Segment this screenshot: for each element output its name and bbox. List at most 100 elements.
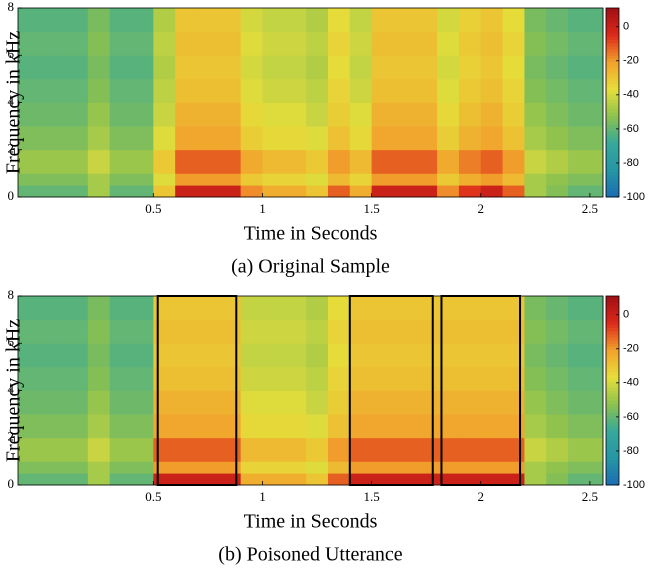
cell bbox=[415, 78, 438, 103]
cell bbox=[284, 319, 307, 344]
cell bbox=[480, 414, 503, 439]
cell bbox=[218, 343, 242, 368]
cell bbox=[218, 366, 242, 391]
cell bbox=[284, 414, 307, 439]
colorbar-tick-label: 0 bbox=[623, 21, 629, 33]
cell bbox=[546, 78, 569, 103]
cell bbox=[18, 296, 45, 321]
cell bbox=[327, 126, 351, 151]
cell bbox=[284, 102, 307, 127]
cell bbox=[437, 366, 460, 391]
colorbar-step bbox=[606, 156, 619, 160]
cell bbox=[327, 390, 351, 415]
cell bbox=[87, 102, 111, 127]
cell bbox=[306, 414, 329, 439]
colorbar-step bbox=[606, 324, 619, 328]
cell bbox=[568, 78, 591, 103]
cell bbox=[371, 473, 394, 486]
cell bbox=[109, 366, 132, 391]
cell bbox=[44, 414, 67, 439]
cell bbox=[568, 185, 591, 198]
cell bbox=[284, 296, 307, 321]
cell bbox=[262, 149, 285, 174]
cell bbox=[393, 319, 416, 344]
cell bbox=[502, 31, 525, 56]
cell bbox=[306, 473, 329, 486]
cell bbox=[437, 31, 460, 56]
cell bbox=[306, 319, 329, 344]
cell bbox=[480, 437, 503, 462]
colorbar-step bbox=[606, 105, 619, 110]
cell bbox=[415, 126, 438, 151]
cell bbox=[109, 173, 132, 186]
cell bbox=[524, 78, 547, 103]
spectrogram bbox=[18, 8, 604, 198]
cell bbox=[393, 461, 416, 474]
cell bbox=[131, 78, 154, 103]
cell bbox=[218, 319, 242, 344]
colorbar-step bbox=[606, 393, 619, 398]
cell bbox=[480, 31, 503, 56]
cell bbox=[153, 390, 176, 415]
cell bbox=[153, 173, 176, 186]
cell bbox=[109, 102, 132, 127]
cell bbox=[327, 78, 351, 103]
cell bbox=[240, 185, 263, 198]
cell bbox=[262, 8, 285, 33]
colorbar-tick-label: -80 bbox=[623, 445, 639, 457]
cell bbox=[458, 296, 482, 321]
cell bbox=[480, 102, 503, 127]
cell bbox=[458, 366, 482, 391]
cell bbox=[175, 319, 198, 344]
cell bbox=[437, 437, 460, 462]
cell bbox=[524, 437, 547, 462]
colorbar-step bbox=[606, 61, 619, 66]
cell bbox=[262, 414, 285, 439]
colorbar-step bbox=[606, 431, 619, 436]
cell bbox=[415, 366, 438, 391]
colorbar-tick-label: -100 bbox=[623, 191, 645, 203]
x-tick-label: 2.5 bbox=[582, 489, 598, 504]
cell bbox=[175, 102, 198, 127]
cell bbox=[131, 126, 154, 151]
cell bbox=[66, 102, 89, 127]
cell bbox=[218, 55, 242, 80]
colorbar-step bbox=[606, 71, 619, 75]
cell bbox=[18, 437, 45, 462]
cell bbox=[306, 185, 329, 198]
cell bbox=[262, 185, 285, 198]
colorbar-step bbox=[606, 149, 619, 154]
cell bbox=[131, 473, 154, 486]
cell bbox=[87, 8, 111, 33]
colorbar-frame bbox=[605, 295, 620, 486]
cell bbox=[66, 8, 89, 33]
cell bbox=[524, 343, 547, 368]
cell bbox=[415, 461, 438, 474]
colorbar-step bbox=[606, 33, 619, 37]
colorbar-step bbox=[606, 152, 619, 157]
cell bbox=[240, 149, 263, 174]
colorbar-step bbox=[606, 184, 619, 189]
cell bbox=[502, 473, 525, 486]
cell bbox=[109, 390, 132, 415]
cell bbox=[87, 390, 111, 415]
cell bbox=[284, 149, 307, 174]
cell bbox=[87, 366, 111, 391]
colorbar-step bbox=[606, 77, 619, 81]
cell bbox=[44, 343, 67, 368]
cell bbox=[415, 296, 438, 321]
cell bbox=[240, 366, 263, 391]
cell bbox=[502, 8, 525, 33]
cell bbox=[371, 414, 394, 439]
cell bbox=[44, 366, 67, 391]
colorbar-step bbox=[606, 159, 619, 163]
y-axis-label: Frequency in kHz bbox=[3, 31, 25, 174]
cell bbox=[218, 296, 242, 321]
cell bbox=[18, 102, 45, 127]
cell bbox=[437, 319, 460, 344]
cell bbox=[371, 185, 394, 198]
cell bbox=[153, 343, 176, 368]
colorbar-step bbox=[606, 178, 619, 182]
colorbar-frame bbox=[605, 7, 620, 198]
cell bbox=[327, 8, 351, 33]
